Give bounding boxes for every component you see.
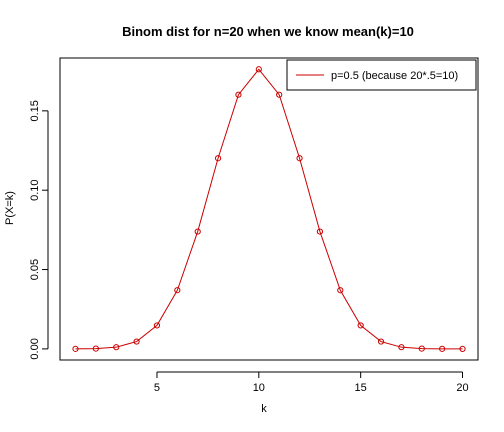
x-axis: 5 10 15 20 bbox=[154, 371, 469, 394]
x-tick-label: 10 bbox=[253, 382, 265, 394]
data-point bbox=[357, 322, 364, 329]
y-axis: 0.00 0.05 0.10 0.15 bbox=[29, 100, 49, 360]
plot-frame bbox=[59, 57, 479, 361]
data-point bbox=[418, 345, 425, 352]
legend-series-label: p=0.5 (because 20*.5=10) bbox=[331, 70, 458, 82]
x-axis-label: k bbox=[261, 403, 267, 415]
data-point bbox=[255, 66, 262, 73]
y-tick-label: 0.10 bbox=[29, 179, 41, 200]
data-point bbox=[296, 155, 303, 162]
y-tick-label: 0.15 bbox=[29, 100, 41, 121]
x-tick-label: 5 bbox=[154, 382, 160, 394]
data-point bbox=[439, 345, 446, 352]
data-point bbox=[113, 344, 120, 351]
x-tick-label: 20 bbox=[456, 382, 468, 394]
data-point bbox=[377, 338, 385, 345]
y-tick-label: 0.05 bbox=[29, 259, 41, 280]
data-point bbox=[337, 287, 344, 294]
data-point bbox=[133, 338, 140, 345]
data-point bbox=[214, 155, 222, 162]
chart-title: Binom dist for n=20 when we know mean(k)… bbox=[122, 24, 414, 39]
data-point bbox=[194, 228, 201, 235]
series-layer bbox=[72, 66, 466, 352]
data-point bbox=[92, 345, 99, 352]
x-tick-label: 15 bbox=[355, 382, 367, 394]
series-line bbox=[75, 68, 463, 350]
data-point bbox=[398, 344, 405, 351]
data-point bbox=[153, 322, 161, 329]
data-point bbox=[72, 345, 79, 352]
y-axis-label: P(X=k) bbox=[4, 191, 16, 225]
data-point bbox=[235, 91, 242, 98]
y-tick-label: 0.00 bbox=[29, 338, 41, 359]
data-point bbox=[174, 287, 181, 294]
legend: p=0.5 (because 20*.5=10) bbox=[286, 59, 477, 91]
data-point bbox=[459, 345, 466, 352]
data-point bbox=[316, 228, 324, 235]
data-point bbox=[276, 91, 283, 98]
